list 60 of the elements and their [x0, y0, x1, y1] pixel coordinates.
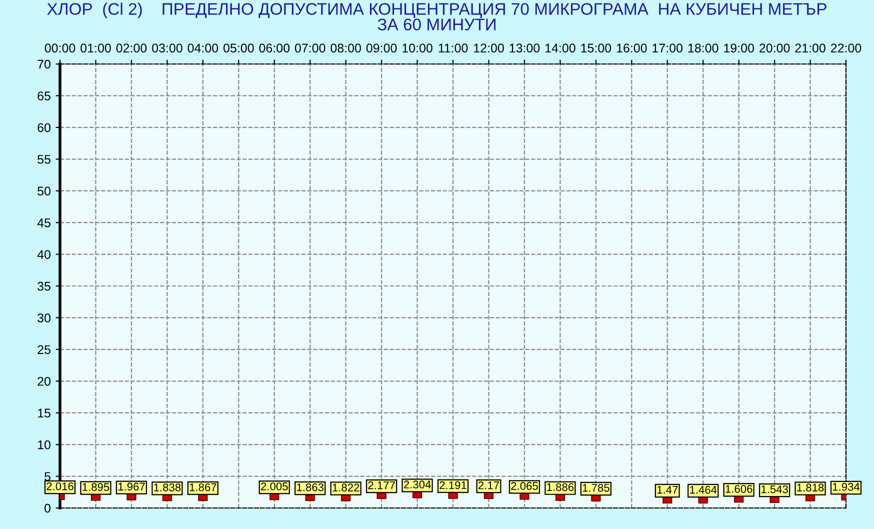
y-tick-label: 45 — [37, 218, 50, 228]
y-tick-label: 25 — [38, 345, 50, 354]
data-label: 2.304 — [404, 480, 431, 488]
data-label: 1.867 — [190, 483, 216, 492]
x-tick-label: 12:00 — [474, 44, 504, 52]
data-label: 1.818 — [797, 484, 824, 492]
x-tick-label: 16:00 — [616, 44, 647, 52]
data-label: 2.17 — [478, 481, 499, 490]
x-tick-label: 11:00 — [438, 44, 468, 52]
x-tick-label: 05:00 — [223, 44, 254, 52]
x-tick-label: 17:00 — [652, 44, 683, 52]
data-label: 1.822 — [332, 484, 360, 492]
data-label: 2.191 — [440, 481, 466, 490]
y-tick-label: 55 — [38, 155, 50, 164]
x-tick-label: 14:00 — [545, 44, 576, 52]
x-tick-label: 08:00 — [330, 44, 361, 52]
x-tick-label: 18:00 — [688, 44, 718, 52]
data-label: 1.895 — [82, 483, 110, 492]
data-label: 1.464 — [690, 486, 717, 494]
x-tick-label: 06:00 — [259, 44, 290, 52]
x-tick-label: 20:00 — [760, 44, 790, 52]
y-tick-label: 10 — [38, 440, 50, 450]
data-label: 1.838 — [154, 484, 181, 492]
y-tick-label: 5 — [44, 472, 50, 481]
y-tick-label: 70 — [38, 60, 50, 69]
data-label: 1.886 — [547, 483, 574, 492]
x-tick-label: 00:00 — [44, 44, 76, 52]
y-tick-label: 40 — [37, 250, 50, 259]
data-label: 1.785 — [582, 484, 610, 492]
data-label: 2.016 — [46, 482, 74, 490]
x-tick-label: 07:00 — [294, 44, 326, 52]
y-tick-label: 20 — [38, 376, 50, 386]
y-tick-label: 50 — [38, 186, 50, 196]
x-tick-label: 21:00 — [795, 44, 826, 52]
x-tick-label: 01:00 — [80, 44, 111, 52]
x-tick-label: 22:00 — [830, 44, 862, 52]
x-tick-label: 15:00 — [581, 44, 612, 52]
x-tick-label: 10:00 — [402, 44, 432, 52]
y-tick-label: 30 — [38, 314, 50, 322]
data-label: 1.967 — [118, 482, 145, 491]
data-label: 2.177 — [368, 481, 395, 490]
data-label: 2.005 — [261, 482, 288, 490]
x-tick-label: 04:00 — [188, 44, 218, 52]
y-tick-label: 65 — [38, 92, 50, 100]
data-label: 2.065 — [511, 482, 538, 490]
y-tick-label: 35 — [38, 282, 50, 291]
data-label: 1.606 — [726, 484, 752, 493]
y-tick-label: 60 — [38, 123, 50, 132]
y-tick-label: 15 — [38, 408, 50, 418]
data-label: 1.934 — [832, 482, 860, 491]
data-label: 1.863 — [297, 483, 324, 492]
x-tick-label: 13:00 — [510, 44, 540, 52]
data-label: 1.47 — [657, 486, 678, 494]
x-tick-label: 03:00 — [152, 44, 182, 52]
x-tick-label: 19:00 — [724, 44, 754, 52]
chart-title: ХЛОР (Cl 2) ПРЕДЕЛНО ДОПУСТИМА КОНЦЕНТРАЦИЯ 70 МИКРОГРАМА НА КУБИЧЕН МЕТЪР ЗА 60 МИНУТИ — [47, 2, 826, 30]
y-tick-label: 0 — [44, 504, 50, 513]
x-tick-label: 02:00 — [116, 44, 147, 52]
x-tick-label: 09:00 — [366, 44, 397, 52]
data-label: 1.543 — [761, 485, 788, 494]
